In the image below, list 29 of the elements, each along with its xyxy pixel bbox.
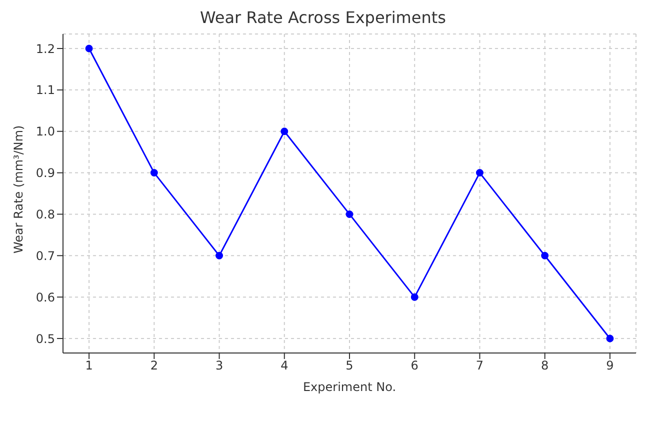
point — [346, 210, 354, 218]
y-tick-label: 1.0 — [36, 124, 55, 139]
y-tick-label: 0.5 — [36, 332, 55, 346]
x-tick-label: 3 — [215, 358, 224, 373]
chart-title: Wear Rate Across Experiments — [199, 8, 447, 27]
y-tick-label: 0.6 — [36, 290, 55, 304]
point — [410, 293, 418, 301]
y-tick-label: 1.1 — [36, 83, 55, 98]
point — [85, 44, 93, 52]
y-tick-label: 0.8 — [36, 207, 55, 222]
x-tick-label: 6 — [410, 358, 418, 373]
y-tick-label: 1.2 — [36, 42, 55, 56]
x-tick-label: 5 — [346, 358, 354, 373]
point — [541, 252, 549, 260]
y-axis-title: Wear Rate (mm³/Nm) — [11, 125, 26, 254]
x-tick-label: 8 — [541, 358, 549, 373]
point — [476, 169, 484, 177]
x-tick-label: 7 — [476, 358, 484, 373]
point — [150, 169, 158, 177]
x-tick-label: 9 — [606, 358, 614, 373]
x-tick-label: 2 — [150, 358, 158, 373]
y-tick-label: 0.9 — [36, 166, 55, 180]
x-tick-label: 4 — [280, 358, 288, 373]
x-tick-label: 1 — [85, 358, 93, 373]
point — [216, 252, 224, 260]
point — [280, 128, 288, 136]
x-axis-title: Experiment No. — [302, 380, 396, 394]
point — [606, 334, 614, 342]
y-tick-label: 0.7 — [36, 248, 55, 263]
